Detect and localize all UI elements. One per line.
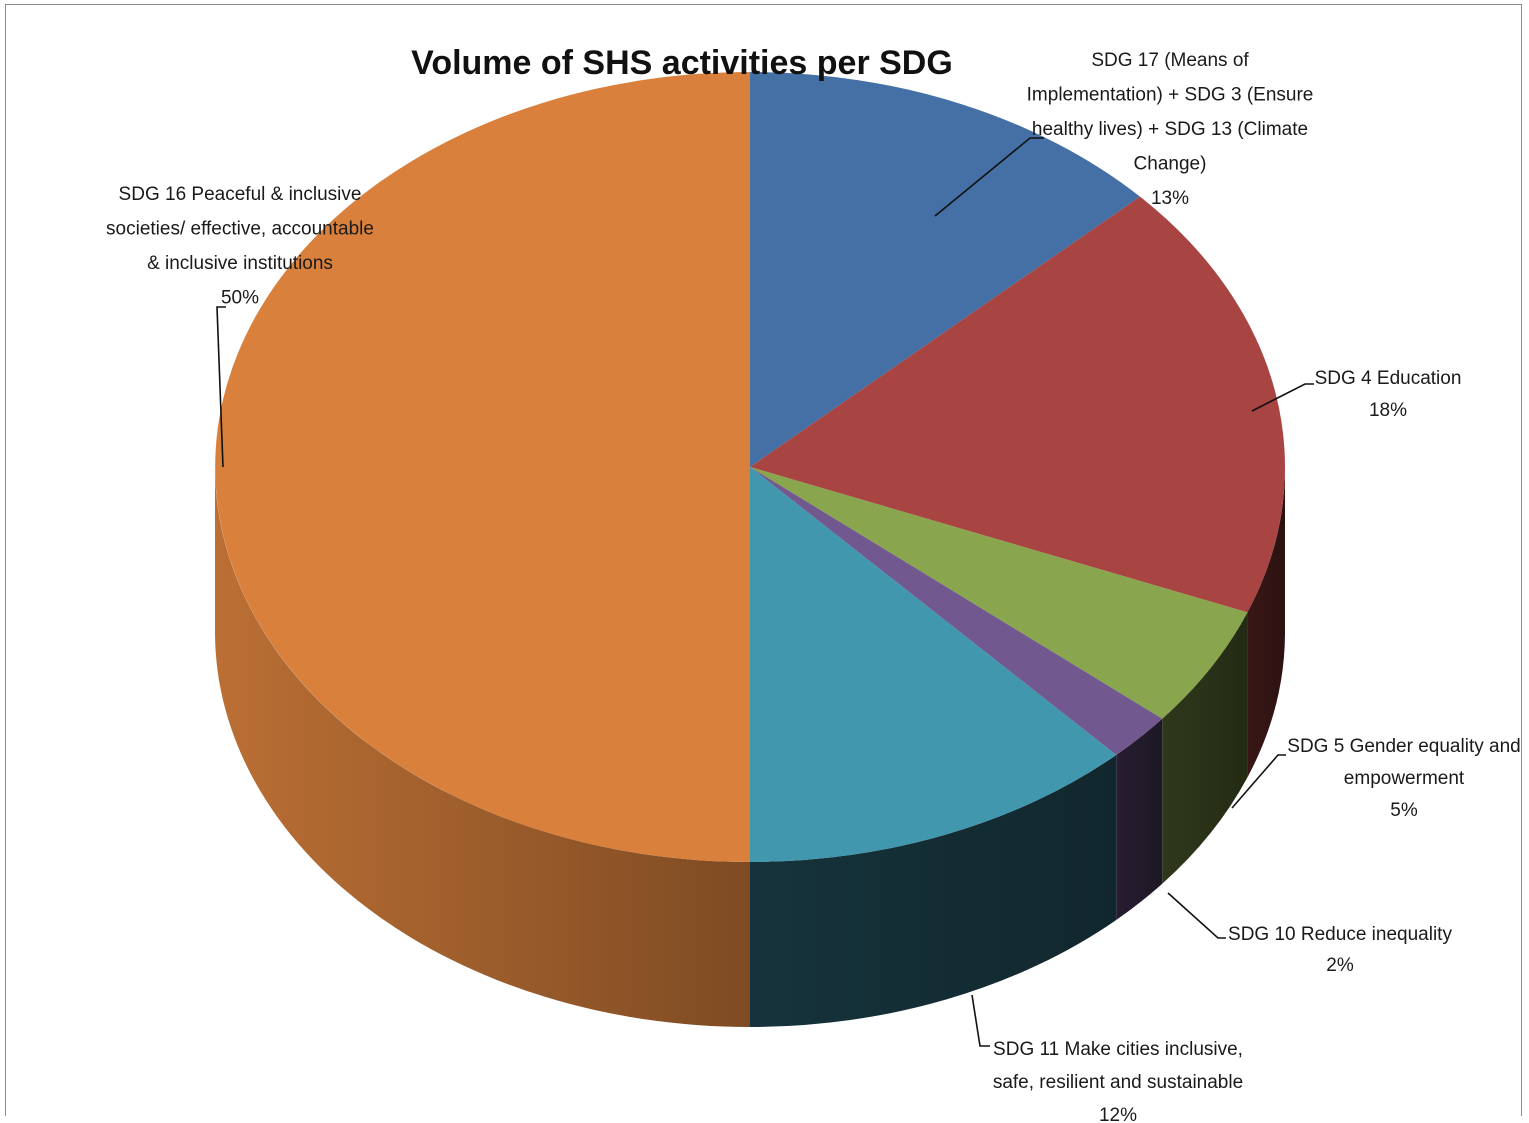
slice-label-line: Change) — [1134, 154, 1207, 175]
leader-line-1 — [1251, 383, 1314, 412]
pie-slice-1 — [750, 196, 1285, 613]
slice-label-4: SDG 11 Make cities inclusive, safe, resil… — [993, 1039, 1243, 1123]
chart-title: Volume of SHS activities per SDG — [411, 44, 953, 82]
slice-label-2: SDG 5 Gender equality and empowerment 5% — [1287, 736, 1520, 821]
slice-label-3: SDG 10 Reduce inequality 2% — [1228, 924, 1452, 976]
pie-slice-4 — [750, 467, 1117, 862]
pie-side-3 — [1116, 718, 1163, 920]
pie-slice-2 — [750, 467, 1248, 719]
pie-slice-0 — [750, 72, 1140, 467]
slice-label-line: SDG 11 Make cities inclusive, — [993, 1039, 1243, 1060]
slice-label-line: safe, resilient and sustainable — [993, 1072, 1243, 1093]
pie-side-1 — [1247, 467, 1285, 778]
slice-percent: 2% — [1326, 955, 1354, 976]
slice-label-line: societies/ effective, accountable — [106, 219, 374, 240]
data-labels: SDG 17 (Means of Implementation) + SDG 3 … — [106, 50, 1521, 1123]
pie-slice-3 — [750, 467, 1163, 755]
slice-percent: 18% — [1369, 400, 1407, 421]
slice-label-line: empowerment — [1344, 768, 1465, 789]
leader-line-4 — [971, 994, 990, 1047]
slice-label-5: SDG 16 Peaceful & inclusive societies/ ef… — [106, 184, 374, 309]
slice-label-1: SDG 4 Education 18% — [1315, 368, 1462, 421]
slice-label-line: & inclusive institutions — [147, 253, 333, 274]
slice-label-line: SDG 17 (Means of — [1091, 50, 1249, 71]
slice-label-line: SDG 16 Peaceful & inclusive — [119, 184, 362, 205]
pie-side-2 — [1162, 612, 1248, 884]
leader-line-2 — [1231, 754, 1286, 809]
pie-side-4 — [750, 754, 1117, 1027]
slice-percent: 5% — [1390, 800, 1418, 821]
slice-percent: 12% — [1099, 1105, 1137, 1123]
pie-slice-5 — [215, 72, 751, 862]
slice-label-line: Implementation) + SDG 3 (Ensure — [1027, 85, 1314, 106]
leader-lines — [216, 137, 1314, 1047]
leader-line-3 — [1167, 892, 1226, 939]
slice-label-line: SDG 5 Gender equality and — [1287, 736, 1520, 757]
leader-line-5 — [216, 306, 226, 468]
pie-side-5 — [215, 467, 750, 1027]
slice-percent: 50% — [221, 288, 259, 309]
slice-label-0: SDG 17 (Means of Implementation) + SDG 3 … — [1027, 50, 1314, 209]
slice-label-line: SDG 4 Education — [1315, 368, 1462, 389]
pie-top — [215, 72, 1285, 862]
slice-label-line: healthy lives) + SDG 13 (Climate — [1032, 119, 1308, 140]
leader-line-0 — [934, 137, 1044, 217]
slice-percent: 13% — [1151, 188, 1189, 209]
pie-sides — [215, 467, 1285, 1027]
slice-label-line: SDG 10 Reduce inequality — [1228, 924, 1452, 945]
